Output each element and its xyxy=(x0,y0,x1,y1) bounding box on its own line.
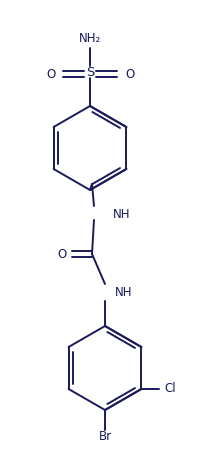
Text: O: O xyxy=(57,249,67,262)
Text: O: O xyxy=(46,67,56,81)
Text: NH: NH xyxy=(113,207,130,220)
Text: Br: Br xyxy=(98,430,112,442)
Text: S: S xyxy=(86,66,94,80)
Text: NH₂: NH₂ xyxy=(79,32,101,44)
Text: Cl: Cl xyxy=(164,382,176,396)
Text: O: O xyxy=(125,67,135,81)
Text: NH: NH xyxy=(115,285,133,299)
